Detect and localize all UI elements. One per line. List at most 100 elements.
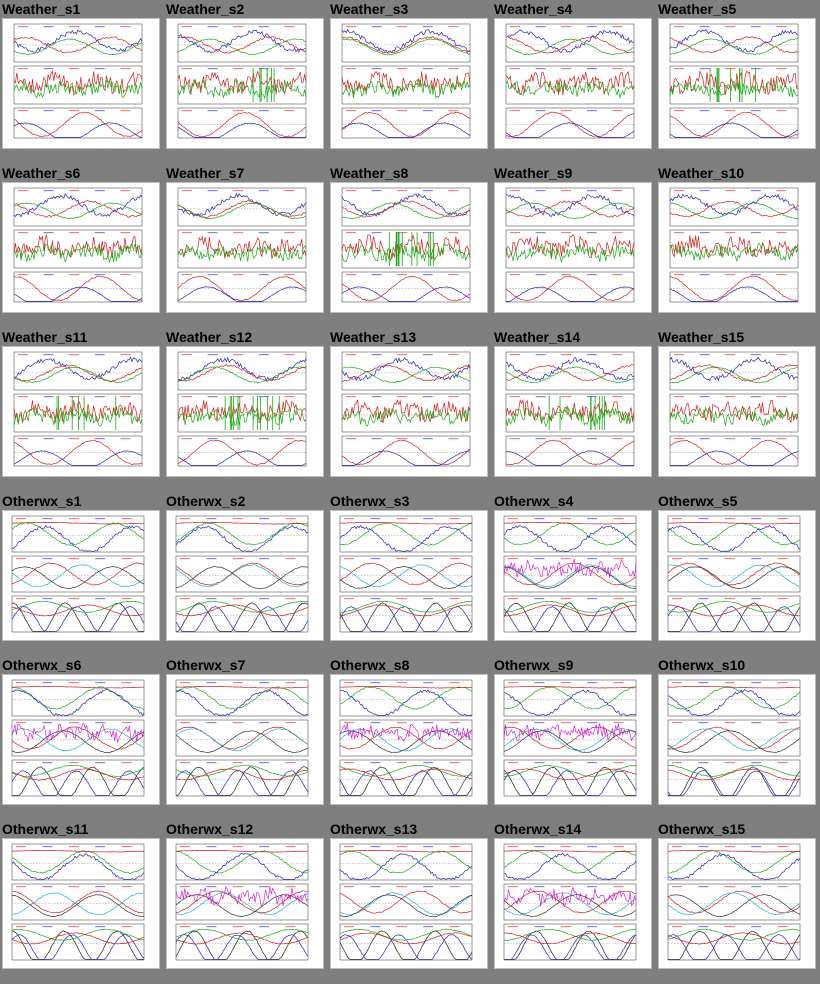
plot-thumbnail[interactable] [658,182,816,313]
legend-text-mark [120,274,131,276]
legend-text-mark [121,846,132,848]
legend-text-mark [371,68,382,70]
plot-thumbnail[interactable] [166,18,324,149]
thumbnail-cell: Weather_s2 [164,0,328,164]
plot-thumbnail[interactable] [330,346,488,477]
series-line [339,728,473,752]
plot-panel-frame [177,393,307,433]
plot-thumbnail[interactable] [658,346,816,477]
thumbnail-title: Otherwx_s4 [494,493,574,509]
legend-text-mark [285,518,296,520]
plot-thumbnail[interactable] [2,674,160,805]
plot-thumbnail[interactable] [2,346,160,477]
plot-thumbnail[interactable] [658,838,816,969]
plot-thumbnail[interactable] [330,510,488,641]
legend-text-mark [725,232,736,234]
legend-text-mark [672,598,682,600]
legend-text-mark [95,846,106,848]
thumbnail-title: Weather_s4 [494,1,573,17]
series-line [11,730,145,753]
series-line [339,723,473,742]
legend-text-mark [423,682,434,684]
legend-text-mark [258,190,269,192]
series-line [176,602,309,632]
legend-text-mark [724,598,735,600]
legend-text-mark [777,518,788,520]
series-line [667,768,801,781]
thumbnail-cell: Otherwx_s13 [328,820,492,984]
legend-text-mark [396,558,407,560]
legend-text-mark [561,110,572,112]
legend-text-mark [232,518,243,520]
legend-text-mark [370,846,381,848]
plot-thumbnail[interactable] [494,510,652,641]
plot-thumbnail[interactable] [658,674,816,805]
plot-thumbnail[interactable] [494,674,652,805]
plot-thumbnail[interactable] [166,510,324,641]
series-line [11,764,145,777]
plot-panel-frame [13,65,143,105]
legend-text-mark [587,722,598,724]
series-line [504,849,636,853]
series-line [11,689,145,716]
plot-thumbnail[interactable] [494,838,652,969]
plot-thumbnail[interactable] [166,838,324,969]
legend-text-mark [180,886,190,888]
thumbnail-cell: Weather_s4 [492,0,656,164]
plot-panel-frame [177,271,307,303]
series-line [177,356,307,382]
legend-text-mark [448,396,459,398]
thumbnail-title: Otherwx_s3 [330,493,410,509]
plot-thumbnail[interactable] [166,674,324,805]
plot-panel-frame [669,65,799,105]
legend-text-mark [285,926,296,928]
series-line [12,766,145,796]
plot-thumbnail[interactable] [2,838,160,969]
legend-text-mark [18,438,28,440]
series-line [339,686,473,710]
legend-text-mark [233,110,244,112]
legend-text-mark [180,558,190,560]
plot-thumbnail[interactable] [166,346,324,477]
series-line [11,600,145,613]
series-line [13,407,143,427]
plot-thumbnail[interactable] [330,674,488,805]
weather-plot [669,351,799,467]
legend-text-mark [18,110,28,112]
series-line [11,934,145,960]
legend-text-mark [370,518,381,520]
plot-thumbnail[interactable] [2,18,160,149]
plot-thumbnail[interactable] [2,510,160,641]
weather-plot [341,23,471,139]
plot-thumbnail[interactable] [166,182,324,313]
legend-text-mark [776,26,787,28]
series-line [339,890,473,914]
legend-text-mark [586,438,597,440]
series-line [175,850,309,853]
plot-thumbnail[interactable] [494,346,652,477]
legend-text-mark [69,354,80,356]
legend-text-mark [724,762,735,764]
legend-text-mark [43,232,54,234]
plot-thumbnail[interactable] [2,182,160,313]
plot-thumbnail[interactable] [330,182,488,313]
thumbnail-cell: Weather_s11 [0,328,164,492]
plot-thumbnail[interactable] [658,18,816,149]
legend-text-mark [612,26,623,28]
plot-thumbnail[interactable] [658,510,816,641]
weather-plot [13,187,143,303]
legend-text-mark [750,438,761,440]
legend-text-mark [613,598,624,600]
otherwx-plot [175,515,309,633]
plot-thumbnail[interactable] [330,838,488,969]
plot-thumbnail[interactable] [330,18,488,149]
plot-panel-frame [11,759,145,797]
legend-text-mark [724,926,735,928]
series-line [11,850,145,874]
legend-text-mark [258,396,269,398]
series-line [13,69,143,96]
plot-thumbnail[interactable] [494,182,652,313]
legend-text-mark [284,396,295,398]
series-line [340,770,473,796]
plot-thumbnail[interactable] [494,18,652,149]
